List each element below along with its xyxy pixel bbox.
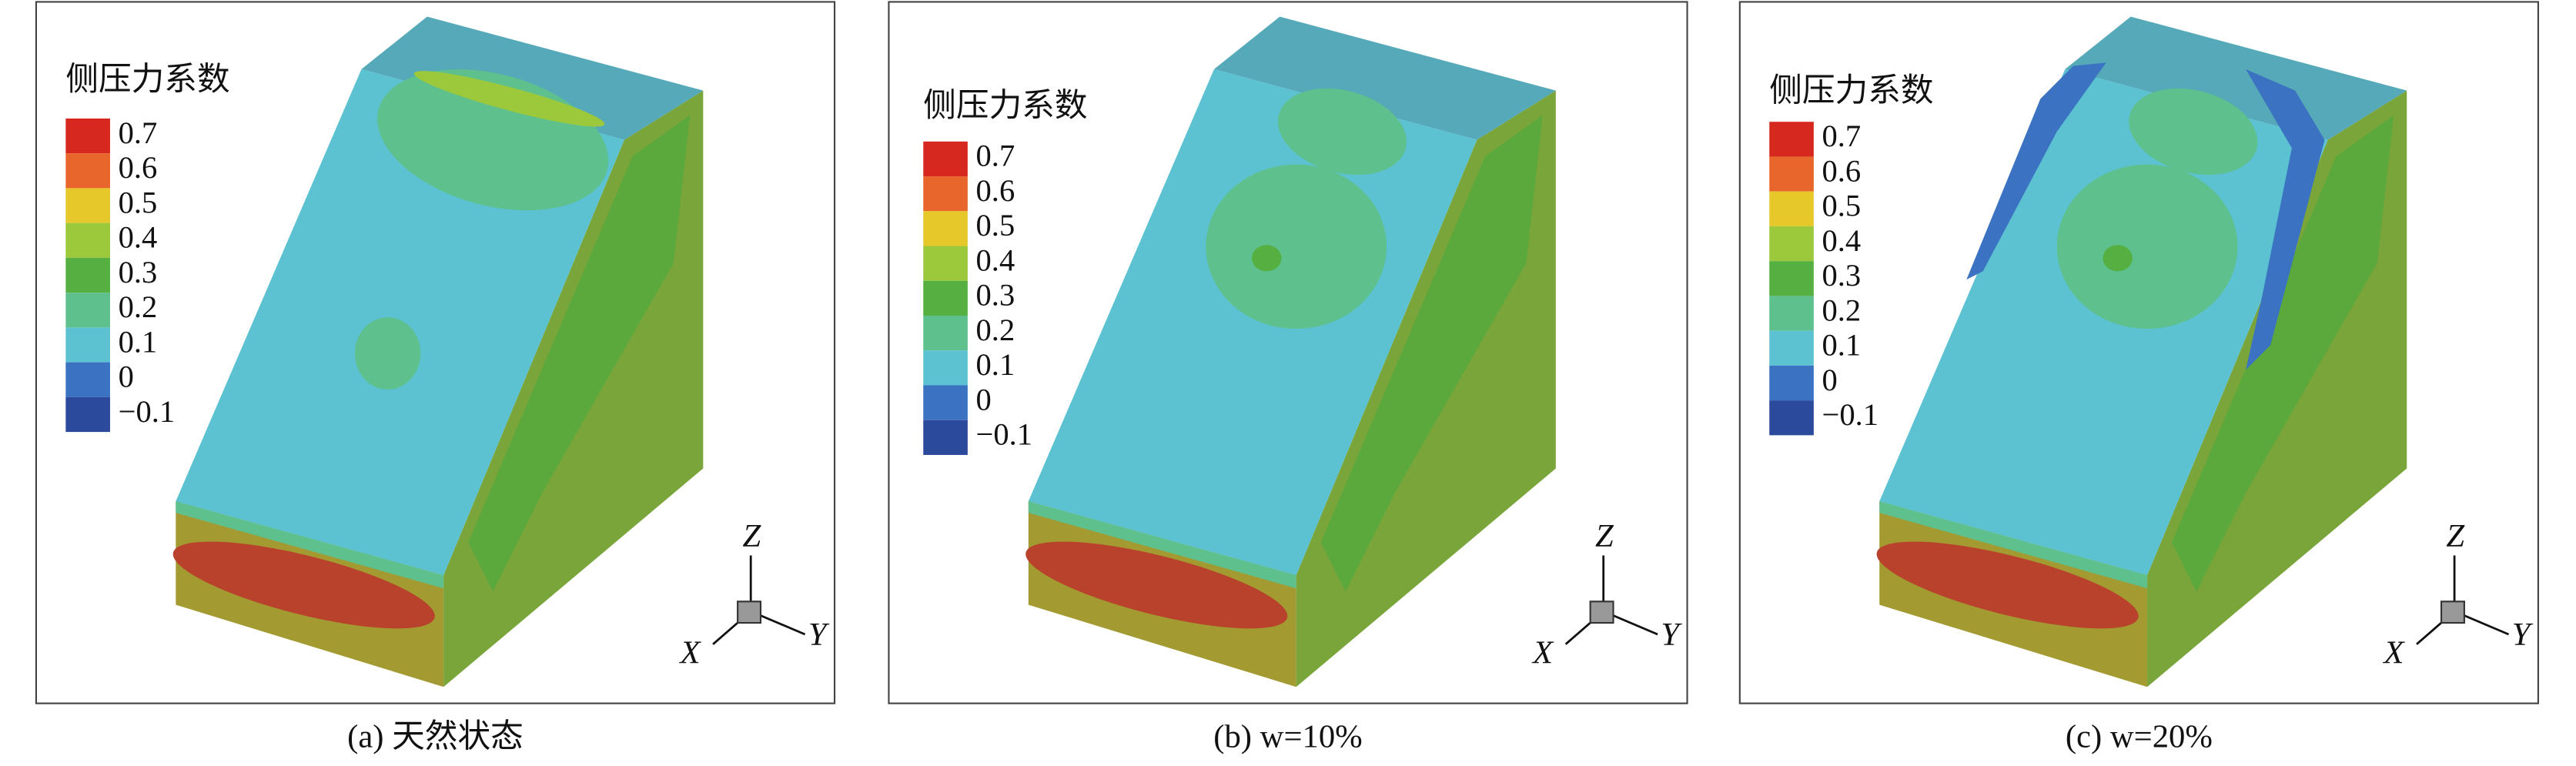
legend-label: 0.1	[976, 347, 1015, 382]
legend-swatch	[1769, 365, 1814, 401]
front-contour	[172, 541, 435, 629]
legend-swatch	[65, 153, 110, 189]
contour-blob	[2129, 88, 2258, 176]
legend-swatch	[1769, 156, 1814, 192]
front-contour	[1025, 541, 1288, 629]
legend-swatch	[65, 188, 110, 223]
legend-label: 0.5	[119, 185, 158, 219]
legend-label: 0.7	[1822, 119, 1862, 153]
legend-swatch	[65, 327, 110, 363]
contour-blob	[413, 71, 605, 127]
axis-label-y: Y	[808, 617, 830, 653]
contour-streak	[2246, 69, 2325, 370]
legend-swatch	[65, 257, 110, 293]
top-face	[1213, 16, 1556, 140]
legend-swatch	[65, 118, 110, 154]
legend-title: 侧压力系数	[1769, 73, 1933, 109]
panel: 侧压力系数 0.70.60.50.40.30.20.10−0.1 Z X Y (c) w=…	[1738, 1, 2539, 754]
panel: 侧压力系数 0.70.60.50.40.30.20.10−0.1 Z X Y (a) 天然…	[35, 1, 836, 754]
legend-label: −0.1	[1822, 397, 1879, 432]
legend-label: 0.6	[119, 150, 158, 185]
legend-label: 0.5	[976, 208, 1015, 243]
top-face	[361, 16, 704, 140]
top-face	[2065, 16, 2407, 140]
legend-label: 0.1	[119, 324, 158, 359]
panel-caption: (a) 天然状态	[347, 717, 524, 754]
legend-swatch	[65, 222, 110, 258]
legend-swatch	[1769, 122, 1814, 157]
contour-blob	[354, 317, 421, 390]
axis-label-x: X	[1531, 635, 1554, 671]
legend-swatch	[1769, 191, 1814, 226]
axis-label-y: Y	[2512, 617, 2534, 653]
contour-blob	[1206, 164, 1387, 329]
legend-label: 0.7	[976, 139, 1015, 173]
legend-label: 0	[1822, 363, 1838, 397]
legend-label: −0.1	[119, 394, 176, 429]
legend-label: 0.6	[976, 173, 1015, 208]
slope-band	[1028, 501, 1296, 589]
legend-label: 0.4	[976, 243, 1015, 277]
slope-band	[1879, 501, 2148, 589]
axis-cube	[2440, 600, 2465, 624]
legend-label: 0.2	[976, 313, 1015, 347]
legend-label: 0.2	[1822, 293, 1862, 327]
axis-label-z: Z	[743, 518, 762, 554]
side-contour	[2172, 115, 2394, 592]
legend-label: 0.4	[1822, 223, 1862, 258]
legend-swatch	[65, 293, 110, 328]
legend-swatch	[923, 246, 968, 281]
legend-swatch	[1769, 296, 1814, 331]
panel-caption: (b) w=10%	[1213, 718, 1362, 754]
front-contour	[1876, 541, 2139, 629]
panel-caption: (c) w=20%	[2066, 718, 2213, 754]
legend-label: 0.2	[119, 289, 158, 324]
contour-blob	[1277, 88, 1407, 176]
legend-swatch	[1769, 226, 1814, 262]
axis-label-x: X	[678, 635, 701, 671]
legend-label: 0.4	[119, 220, 158, 255]
legend-swatch	[923, 420, 968, 455]
contour-blob	[1252, 245, 1282, 272]
axis-label-x: X	[2382, 635, 2405, 671]
legend-label: 0.3	[119, 255, 158, 289]
legend-label: −0.1	[976, 417, 1033, 452]
legend-label: 0.3	[976, 278, 1015, 313]
legend-swatch	[1769, 261, 1814, 296]
legend-label: 0.1	[1822, 328, 1862, 363]
axis-label-z: Z	[1595, 518, 1614, 554]
legend-label: 0.5	[1822, 189, 1862, 223]
axis-label-y: Y	[1661, 617, 1682, 653]
legend-label: 0	[119, 360, 134, 394]
legend-swatch	[923, 385, 968, 420]
legend-title: 侧压力系数	[923, 88, 1087, 124]
legend-label: 0.7	[119, 115, 158, 150]
axis-label-z: Z	[2446, 518, 2465, 554]
contour-blob	[2103, 245, 2133, 272]
legend-swatch	[923, 141, 968, 177]
legend-swatch	[923, 176, 968, 212]
legend-swatch	[923, 280, 968, 316]
legend-label: 0.3	[1822, 258, 1862, 293]
legend-label: 0	[976, 382, 992, 416]
legend-swatch	[1769, 330, 1814, 366]
legend-swatch	[923, 350, 968, 386]
axis-cube	[1589, 600, 1614, 624]
panel: 侧压力系数 0.70.60.50.40.30.20.10−0.1 Z X Y (b) w=…	[888, 1, 1688, 754]
legend-swatch	[923, 316, 968, 351]
legend-swatch	[923, 211, 968, 246]
side-contour	[468, 115, 691, 592]
contour-streak	[1966, 62, 2106, 280]
legend-swatch	[65, 396, 110, 433]
slope-band	[176, 501, 444, 589]
legend-title: 侧压力系数	[65, 62, 229, 98]
legend-label: 0.6	[1822, 153, 1862, 188]
legend-swatch	[1769, 400, 1814, 436]
axis-cube	[737, 600, 762, 624]
side-contour	[1320, 115, 1543, 592]
contour-blob	[2056, 164, 2238, 329]
legend-swatch	[65, 362, 110, 397]
